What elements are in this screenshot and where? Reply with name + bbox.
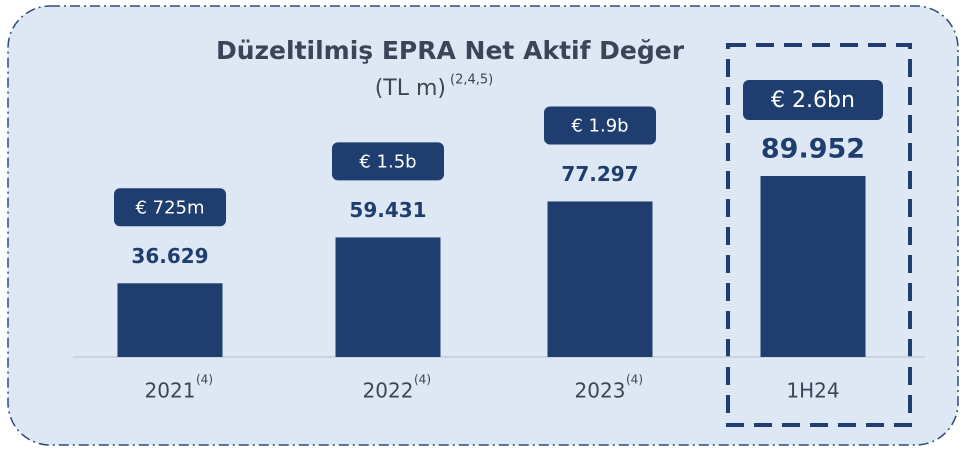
x-tick-label: 2021 xyxy=(145,379,196,403)
annotation: € 1.5b xyxy=(359,151,416,172)
bar xyxy=(117,283,223,357)
annotation-box xyxy=(332,142,444,181)
bar xyxy=(335,237,441,357)
chart-title: Düzeltilmiş EPRA Net Aktif Değer xyxy=(216,36,685,65)
annotation-box xyxy=(544,106,656,145)
panel xyxy=(7,5,959,446)
value-label: 77.297 xyxy=(561,162,638,186)
category-note: (4) xyxy=(626,373,643,387)
category-note: (4) xyxy=(196,373,213,387)
annotation-box xyxy=(114,188,226,227)
value-label: 36.629 xyxy=(131,244,208,268)
annotation-box xyxy=(743,80,883,120)
chart-subtitle: (TL m) xyxy=(375,76,446,101)
x-tick-label: 1H24 xyxy=(786,379,839,403)
annotation: € 2.6bn xyxy=(771,88,855,113)
category-note: (4) xyxy=(414,373,431,387)
subtitle-note: (2,4,5) xyxy=(450,73,493,88)
x-tick-label: 2022 xyxy=(363,379,414,403)
annotation: € 1.9b xyxy=(571,115,628,136)
bar xyxy=(547,201,653,357)
bar xyxy=(760,176,866,357)
x-tick-label: 2023 xyxy=(575,379,626,403)
value-label: 89.952 xyxy=(761,134,865,165)
annotation: € 725m xyxy=(135,197,204,218)
value-label: 59.431 xyxy=(349,198,426,222)
highlight-frame xyxy=(726,43,912,427)
